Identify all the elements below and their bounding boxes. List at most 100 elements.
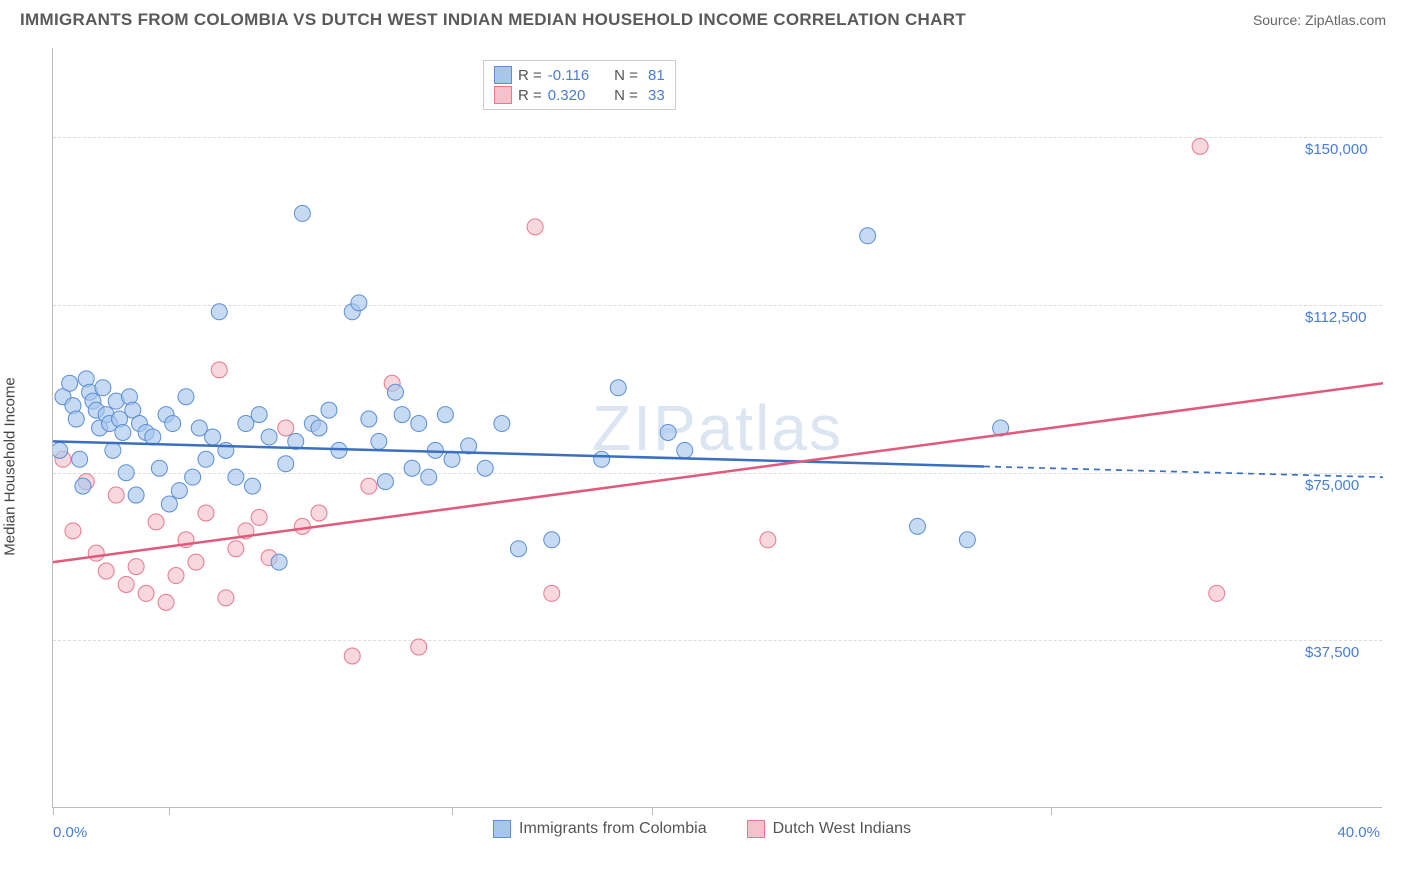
data-point: [118, 576, 134, 592]
legend-n-label: N =: [606, 67, 638, 84]
data-point: [228, 541, 244, 557]
legend-n-label: N =: [606, 87, 638, 104]
data-point: [760, 532, 776, 548]
x-tick: [53, 807, 54, 815]
data-point: [128, 487, 144, 503]
data-point: [411, 416, 427, 432]
legend-n-value: 33: [644, 87, 665, 104]
data-point: [158, 594, 174, 610]
data-point: [477, 460, 493, 476]
legend-series-item: Immigrants from Colombia: [493, 820, 707, 838]
data-point: [108, 487, 124, 503]
data-point: [1209, 585, 1225, 601]
data-point: [378, 474, 394, 490]
data-point: [198, 505, 214, 521]
data-point: [145, 429, 161, 445]
legend-swatch-icon: [747, 820, 765, 838]
data-point: [148, 514, 164, 530]
data-point: [371, 433, 387, 449]
data-point: [68, 411, 84, 427]
data-point: [128, 559, 144, 575]
data-point: [361, 411, 377, 427]
scatter-plot: ZIPatlas $37,500$75,000$112,500$150,0000…: [52, 48, 1382, 808]
data-point: [660, 424, 676, 440]
data-point: [860, 228, 876, 244]
legend-r-label: R =: [518, 67, 542, 84]
data-point: [188, 554, 204, 570]
data-point: [205, 429, 221, 445]
data-point: [278, 456, 294, 472]
plot-svg: [53, 48, 1383, 808]
data-point: [168, 568, 184, 584]
data-point: [198, 451, 214, 467]
trendline-solid: [53, 441, 984, 466]
data-point: [544, 585, 560, 601]
source-attribution: Source: ZipAtlas.com: [1253, 12, 1386, 28]
legend-r-label: R =: [518, 87, 542, 104]
data-point: [511, 541, 527, 557]
legend-swatch-icon: [493, 820, 511, 838]
data-point: [165, 416, 181, 432]
data-point: [118, 465, 134, 481]
x-tick: [452, 807, 453, 815]
data-point: [171, 483, 187, 499]
chart-header: IMMIGRANTS FROM COLOMBIA VS DUTCH WEST I…: [0, 0, 1406, 38]
data-point: [437, 407, 453, 423]
data-point: [311, 420, 327, 436]
data-point: [251, 407, 267, 423]
data-point: [105, 442, 121, 458]
data-point: [245, 478, 261, 494]
legend-series: Immigrants from Colombia Dutch West India…: [493, 820, 911, 838]
data-point: [294, 205, 310, 221]
legend-r-value: 0.320: [548, 87, 600, 104]
data-point: [610, 380, 626, 396]
data-point: [351, 295, 367, 311]
legend-series-item: Dutch West Indians: [747, 820, 911, 838]
legend-stats-row: R = -0.116 N = 81: [494, 65, 665, 85]
legend-stats: R = -0.116 N = 81 R = 0.320 N = 33: [483, 60, 676, 110]
legend-n-value: 81: [644, 67, 665, 84]
data-point: [404, 460, 420, 476]
legend-swatch-icon: [494, 86, 512, 104]
data-point: [527, 219, 543, 235]
data-point: [594, 451, 610, 467]
data-point: [218, 590, 234, 606]
data-point: [95, 380, 111, 396]
data-point: [211, 362, 227, 378]
data-point: [62, 375, 78, 391]
data-point: [88, 545, 104, 561]
legend-series-label: Dutch West Indians: [773, 820, 911, 838]
data-point: [387, 384, 403, 400]
y-axis-label: Median Household Income: [2, 377, 19, 555]
data-point: [98, 563, 114, 579]
x-tick: [1051, 807, 1052, 815]
data-point: [251, 509, 267, 525]
data-point: [151, 460, 167, 476]
data-point: [394, 407, 410, 423]
data-point: [75, 478, 91, 494]
data-point: [677, 442, 693, 458]
data-point: [178, 389, 194, 405]
data-point: [115, 424, 131, 440]
data-point: [278, 420, 294, 436]
legend-stats-row: R = 0.320 N = 33: [494, 85, 665, 105]
data-point: [72, 451, 88, 467]
x-axis-max-label: 40.0%: [1337, 824, 1380, 841]
x-tick: [169, 807, 170, 815]
data-point: [1192, 138, 1208, 154]
data-point: [361, 478, 377, 494]
legend-r-value: -0.116: [548, 67, 600, 84]
x-axis-min-label: 0.0%: [53, 824, 87, 841]
data-point: [261, 429, 277, 445]
data-point: [544, 532, 560, 548]
data-point: [228, 469, 244, 485]
legend-series-label: Immigrants from Colombia: [519, 820, 707, 838]
data-point: [421, 469, 437, 485]
data-point: [211, 304, 227, 320]
data-point: [53, 442, 68, 458]
data-point: [494, 416, 510, 432]
data-point: [910, 518, 926, 534]
chart-area: Median Household Income ZIPatlas $37,500…: [0, 38, 1406, 878]
data-point: [65, 523, 81, 539]
data-point: [959, 532, 975, 548]
